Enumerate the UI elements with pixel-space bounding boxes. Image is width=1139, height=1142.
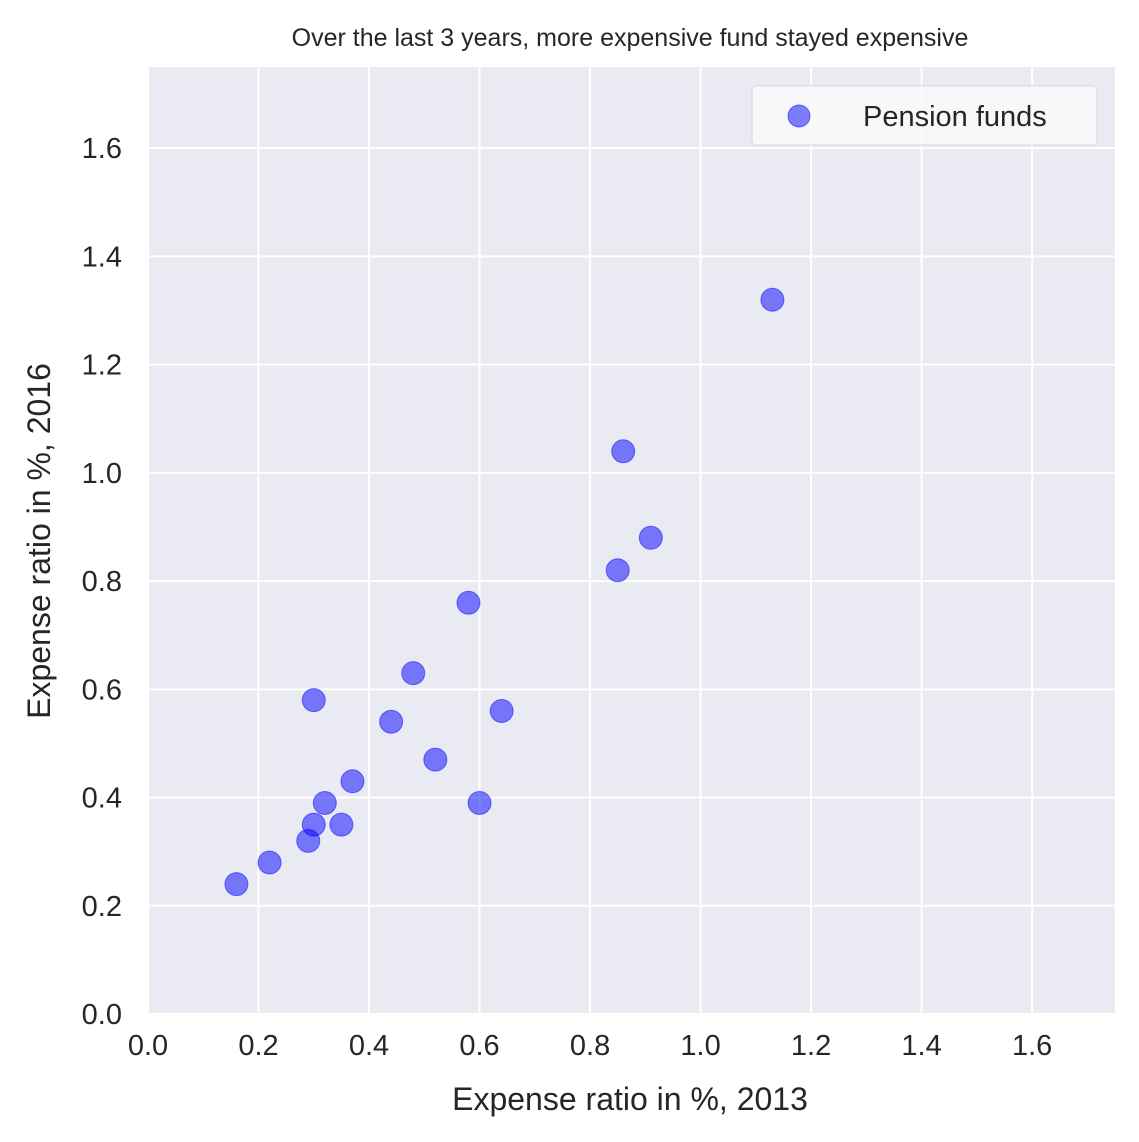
data-point (760, 287, 785, 312)
data-point (379, 709, 404, 734)
y-tick-label: 1.6 (82, 133, 122, 165)
x-tick-label: 1.6 (1012, 1030, 1052, 1062)
data-point (301, 688, 326, 713)
x-tick-label: 1.2 (791, 1030, 831, 1062)
plot-area (148, 67, 1115, 1014)
y-axis-label: Expense ratio in %, 2016 (21, 363, 57, 719)
x-tick-label: 0.2 (238, 1030, 278, 1062)
data-point (638, 525, 663, 550)
x-tick-label: 0.4 (349, 1030, 389, 1062)
chart-title: Over the last 3 years, more expensive fu… (292, 24, 969, 52)
legend-marker (787, 104, 811, 128)
data-point (401, 661, 426, 686)
data-point (257, 850, 282, 875)
x-tick-label: 0.8 (570, 1030, 610, 1062)
x-tick-label: 0.0 (128, 1030, 168, 1062)
y-tick-label: 1.2 (82, 350, 122, 382)
x-tick-label: 0.6 (459, 1030, 499, 1062)
x-axis-label: Expense ratio in %, 2013 (452, 1081, 808, 1117)
data-point (467, 790, 492, 815)
data-point (301, 812, 326, 837)
y-tick-label: 0.8 (82, 566, 122, 598)
legend: Pension funds (751, 85, 1098, 146)
data-point (605, 558, 630, 583)
x-tick-label: 1.4 (901, 1030, 941, 1062)
data-point (611, 439, 636, 464)
data-point (224, 872, 249, 897)
data-point (329, 812, 354, 837)
legend-label: Pension funds (863, 101, 1047, 133)
y-tick-label: 0.6 (82, 674, 122, 706)
data-point (312, 790, 337, 815)
legend-box (751, 85, 1098, 146)
grid-lines (147, 67, 1115, 1015)
data-point (456, 590, 481, 615)
y-tick-label: 0.2 (82, 891, 122, 923)
data-points (224, 287, 785, 897)
y-tick-labels: 0.0 0.2 0.4 0.6 0.8 1.0 1.2 1.4 1.6 (82, 133, 122, 1031)
x-tick-label: 1.0 (680, 1030, 720, 1062)
data-point (340, 769, 365, 794)
y-tick-label: 1.0 (82, 458, 122, 490)
y-tick-label: 0.4 (82, 783, 122, 815)
x-tick-labels: 0.0 0.2 0.4 0.6 0.8 1.0 1.2 1.4 1.6 (128, 1030, 1052, 1062)
y-tick-label: 1.4 (82, 241, 122, 273)
data-point (423, 747, 448, 772)
data-point (489, 698, 514, 723)
y-tick-label: 0.0 (82, 999, 122, 1031)
